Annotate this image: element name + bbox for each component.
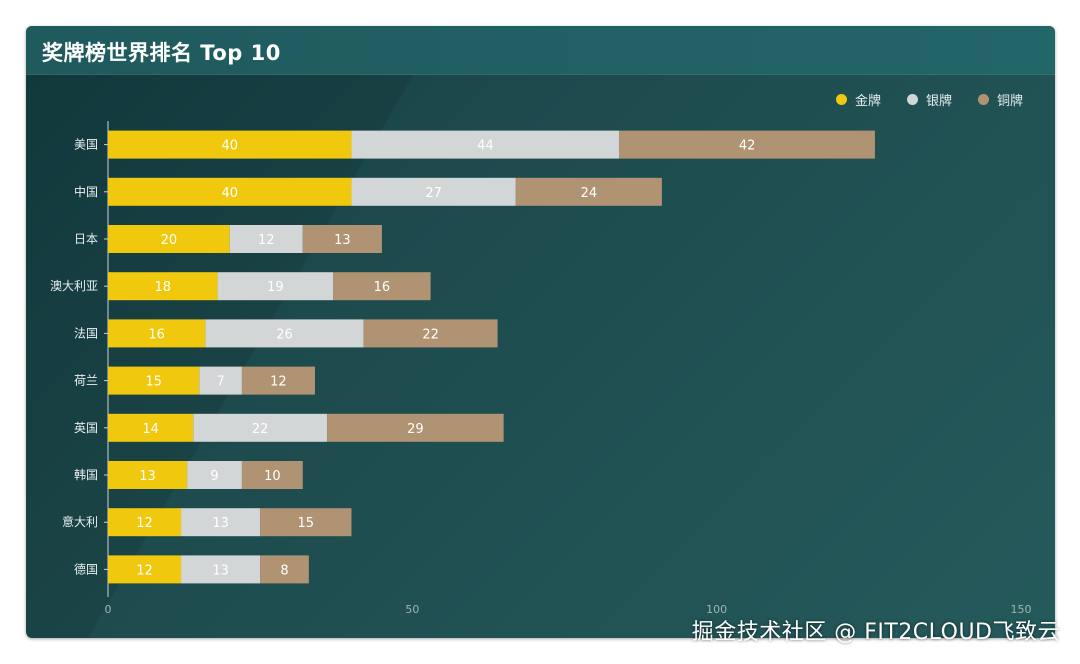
- data-label: 12: [136, 563, 153, 578]
- y-tick-label: 中国: [74, 184, 98, 199]
- bar-segment: [619, 130, 875, 159]
- bar-segment: [229, 225, 303, 253]
- y-tick-label: 德国: [74, 561, 98, 576]
- x-tick-label: 150: [1011, 603, 1032, 616]
- data-label: 22: [252, 422, 269, 437]
- bar-segment: [199, 366, 242, 395]
- y-tick-label: 英国: [74, 421, 98, 435]
- y-tick-label: 韩国: [74, 467, 98, 482]
- bar-segment: [108, 319, 206, 348]
- data-label: 10: [264, 469, 281, 484]
- legend-label: 铜牌: [996, 94, 1023, 109]
- data-label: 29: [407, 422, 424, 437]
- y-tick-label: 日本: [74, 232, 98, 246]
- data-label: 14: [142, 422, 159, 437]
- legend-label: 金牌: [854, 94, 881, 109]
- data-label: 13: [139, 469, 156, 484]
- data-label: 12: [258, 233, 275, 248]
- data-label: 26: [276, 327, 293, 342]
- data-label: 15: [145, 375, 162, 390]
- bar-segment: [351, 130, 620, 159]
- y-tick-label: 意大利: [62, 514, 98, 529]
- y-tick-label: 法国: [74, 326, 98, 340]
- bar-segment: [241, 366, 315, 395]
- bar-segment: [108, 272, 218, 301]
- data-label: 15: [298, 516, 315, 531]
- data-label: 8: [280, 563, 288, 578]
- bar-segment: [260, 555, 309, 584]
- bar-segment: [217, 272, 334, 301]
- bar-segment: [515, 177, 662, 206]
- bar-segment: [363, 319, 498, 348]
- data-label: 13: [334, 233, 351, 248]
- bar-segment: [108, 461, 188, 489]
- x-tick-label: 0: [105, 603, 112, 616]
- bar-segment: [205, 319, 364, 348]
- chart-title: 奖牌榜世界排名 Top 10: [42, 41, 281, 65]
- data-label: 40: [221, 139, 238, 154]
- bar-segment: [108, 508, 182, 537]
- data-label: 19: [267, 280, 284, 295]
- bar-chart: 美国 40 44 42 中国 40 27 24 日本 20 12 13 澳大利亚 18 19 16 法国 16 26…: [50, 121, 1032, 616]
- bar-segment: [260, 508, 352, 537]
- legend-label: 银牌: [925, 94, 952, 109]
- bar-segment: [108, 177, 352, 206]
- bar-segment: [108, 555, 182, 584]
- y-tick-label: 美国: [74, 138, 98, 152]
- data-label: 22: [422, 327, 439, 342]
- bar-segment: [327, 413, 504, 442]
- legend-item-1[interactable]: 银牌: [906, 90, 952, 109]
- bar-segment: [193, 413, 328, 442]
- data-label: 13: [212, 516, 229, 531]
- bar-segment: [302, 225, 382, 253]
- data-label: 9: [210, 469, 218, 484]
- data-label: 44: [477, 139, 494, 154]
- bar-segment: [333, 272, 431, 301]
- bar-segment: [108, 130, 352, 159]
- legend-dot-icon: [906, 94, 918, 105]
- data-label: 20: [161, 233, 178, 248]
- data-label: 13: [212, 563, 229, 578]
- bar-segment: [241, 461, 303, 489]
- data-label: 16: [148, 327, 165, 342]
- bar-segment: [181, 555, 261, 584]
- bar-segment: [108, 366, 200, 395]
- data-label: 42: [739, 139, 756, 154]
- bar-segment: [108, 413, 194, 442]
- y-tick-label: 荷兰: [74, 374, 98, 388]
- data-label: 24: [581, 186, 598, 201]
- bar-segment: [181, 508, 261, 537]
- legend: 金牌 银牌 铜牌: [835, 90, 1023, 109]
- data-label: 12: [136, 516, 153, 531]
- data-label: 7: [216, 375, 224, 390]
- data-label: 40: [221, 186, 238, 201]
- chart-card: 奖牌榜世界排名 Top 10 金牌 银牌 铜牌 美国 40 44 42 中国 40 27 24 日本…: [26, 26, 1055, 638]
- x-tick-label: 100: [706, 603, 727, 616]
- bar-segment: [108, 225, 230, 253]
- y-tick-label: 澳大利亚: [50, 279, 98, 293]
- bar-segment: [187, 461, 242, 489]
- x-tick-label: 50: [405, 603, 419, 616]
- data-label: 18: [155, 280, 172, 295]
- bar-segment: [351, 177, 516, 206]
- watermark: 掘金技术社区 @ FIT2CLOUD飞致云: [691, 620, 1060, 645]
- legend-dot-icon: [977, 94, 989, 105]
- legend-item-2[interactable]: 铜牌: [977, 90, 1023, 109]
- data-label: 27: [425, 186, 442, 201]
- legend-item-0[interactable]: 金牌: [835, 90, 881, 109]
- data-label: 16: [374, 280, 391, 295]
- chart-header: 奖牌榜世界排名 Top 10: [26, 26, 1055, 75]
- legend-dot-icon: [835, 94, 847, 105]
- data-label: 12: [270, 375, 287, 390]
